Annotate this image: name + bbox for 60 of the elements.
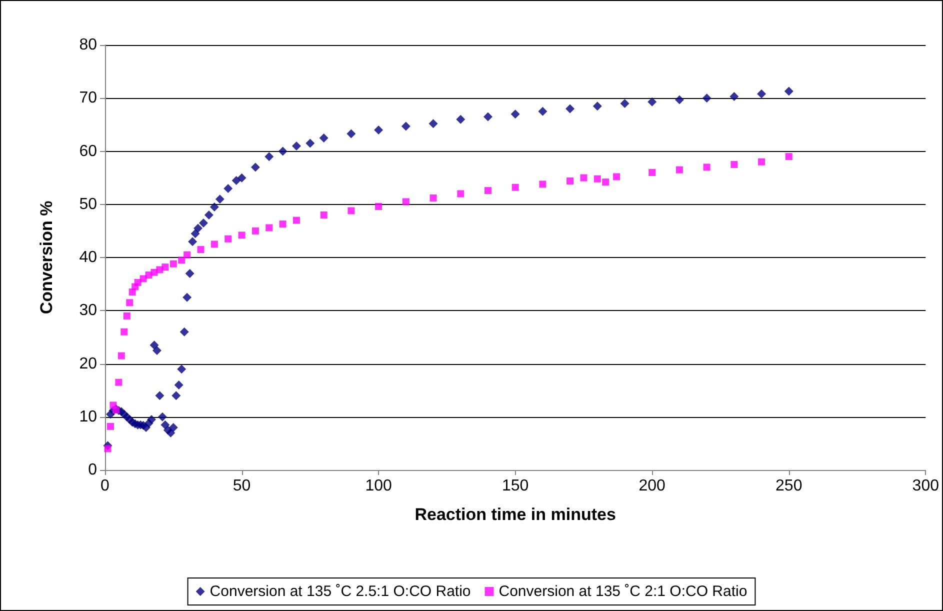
point xyxy=(648,169,656,176)
point xyxy=(758,158,766,166)
x-tick-label: 200 xyxy=(638,478,666,494)
y-tick-label: 60 xyxy=(79,142,98,160)
point xyxy=(539,180,546,188)
point xyxy=(613,173,620,180)
point xyxy=(279,220,286,228)
point xyxy=(292,216,300,224)
point xyxy=(730,161,738,168)
y-axis-title: Conversion % xyxy=(37,200,56,314)
y-tick-label: 0 xyxy=(88,462,98,478)
point xyxy=(602,178,610,186)
x-tick-label: 50 xyxy=(232,478,251,494)
point xyxy=(402,198,410,206)
point xyxy=(320,212,328,218)
y-tick-label: 40 xyxy=(79,249,98,266)
legend-label: Conversion at 135 ˚C 2.5:1 O:CO Ratio xyxy=(210,583,471,600)
y-tick-label: 70 xyxy=(79,90,98,107)
point xyxy=(566,178,574,184)
x-tick-label: 0 xyxy=(100,478,110,494)
point xyxy=(676,166,683,174)
point xyxy=(266,224,273,232)
point xyxy=(238,232,246,239)
point xyxy=(348,207,355,214)
y-tick-label: 10 xyxy=(79,408,98,426)
point xyxy=(106,422,114,430)
point xyxy=(197,246,204,254)
legend-label: Conversion at 135 ˚C 2:1 O:CO Ratio xyxy=(498,583,748,600)
point xyxy=(457,190,464,198)
point xyxy=(170,260,177,268)
y-tick-label: 20 xyxy=(79,355,98,372)
point xyxy=(178,256,186,264)
x-axis-title: Reaction time in minutes xyxy=(414,505,616,524)
point xyxy=(140,275,147,282)
point xyxy=(430,194,437,202)
point xyxy=(162,264,169,271)
point xyxy=(252,227,259,234)
y-tick-label: 50 xyxy=(79,196,98,213)
point xyxy=(484,187,492,194)
point xyxy=(580,174,588,182)
point xyxy=(785,153,792,160)
x-tick-label: 250 xyxy=(776,478,802,494)
point xyxy=(512,184,519,191)
point xyxy=(224,235,232,242)
x-tick-label: 100 xyxy=(365,478,392,494)
point xyxy=(120,328,128,336)
point xyxy=(115,378,122,386)
x-tick-label: 300 xyxy=(912,478,940,494)
point xyxy=(184,251,191,258)
point xyxy=(123,312,130,320)
point xyxy=(703,164,710,171)
y-tick-label: 80 xyxy=(79,36,98,54)
point xyxy=(594,175,601,182)
y-tick-label: 30 xyxy=(79,302,98,320)
point xyxy=(104,445,112,452)
point xyxy=(126,299,134,306)
x-tick-label: 150 xyxy=(502,478,529,494)
point xyxy=(210,240,218,248)
point xyxy=(375,203,382,210)
point xyxy=(118,352,125,360)
